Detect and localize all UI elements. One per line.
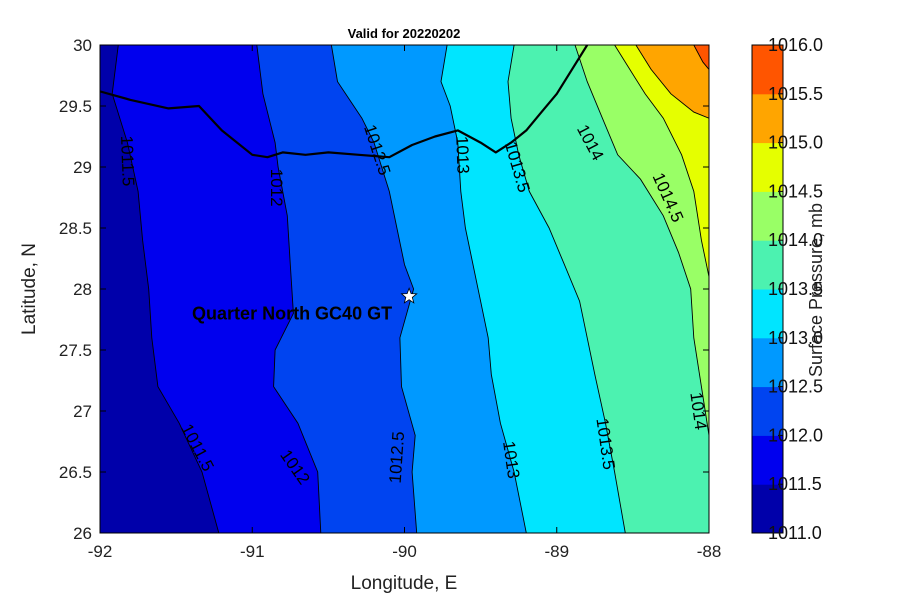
isobar-1014.5: [614, 45, 709, 277]
y-axis-label: Latitude, N: [19, 243, 40, 335]
isobar-1015.5: [693, 45, 709, 70]
chart-title: Valid for 20220202: [348, 26, 461, 41]
isobar-1013: [440, 45, 527, 533]
x-tick-label: -92: [88, 542, 113, 561]
y-tick-label: 30: [73, 36, 92, 55]
x-tick-label: -90: [392, 542, 417, 561]
colorbar: 1011.0 1011.5 1012.0 1012.5 1013.0 1013.5 1014…: [751, 35, 823, 543]
isobar-1012: [256, 45, 322, 533]
isobar-1014: [574, 45, 709, 436]
isobar-1011.5: [111, 45, 220, 533]
y-tick-label: 27: [73, 402, 92, 421]
isobar-1013.5: [507, 45, 626, 533]
colorbar-tick-label: 1015.0: [768, 133, 823, 153]
colorbar-tick-label: 1015.5: [768, 84, 823, 104]
colorbar-label: Surface Pressure, mb: [806, 203, 826, 377]
station-star-icon: [400, 287, 418, 304]
contour-label: 1013: [452, 136, 472, 174]
y-tick-label: 28.5: [59, 219, 92, 238]
colorbar-tick-label: 1013.5: [768, 279, 823, 299]
colorbar-segment: [752, 191, 783, 241]
colorbar-segment: [752, 289, 783, 339]
x-axis-label: Longitude, E: [351, 573, 458, 594]
contour-label: 1012.5: [386, 431, 409, 484]
contour-label: 1012: [267, 169, 286, 207]
pressure-band-1015: [635, 45, 709, 119]
isobar-1015: [635, 45, 709, 119]
colorbar-segment: [752, 337, 783, 388]
coastline: [100, 45, 589, 159]
contour-label: 1011.5: [117, 135, 138, 186]
x-tick-label: -88: [697, 542, 722, 561]
colorbar-tick-label: 1012.5: [768, 377, 823, 397]
colorbar-segment: [752, 142, 783, 192]
colorbar-segment: [752, 240, 783, 290]
x-tick-label: -91: [240, 542, 265, 561]
y-tick-label: 27.5: [59, 341, 92, 360]
y-tick-label: 26: [73, 524, 92, 543]
y-tick-label: 29.5: [59, 97, 92, 116]
colorbar-tick-label: 1014.0: [768, 230, 823, 250]
colorbar-tick-label: 1011.0: [768, 523, 822, 543]
isobar-1012.5: [330, 45, 418, 533]
colorbar-segment: [752, 484, 783, 534]
colorbar-segment: [752, 93, 783, 144]
x-tick-label: -89: [544, 542, 569, 561]
y-tick-label: 29: [73, 158, 92, 177]
colorbar-segment: [752, 435, 783, 485]
y-tick-label: 26.5: [59, 463, 92, 482]
colorbar-tick-label: 1016.0: [768, 35, 823, 55]
colorbar-tick-label: 1013.0: [768, 328, 823, 348]
pressure-band-1015.5: [693, 45, 709, 70]
station-label: Quarter North GC40 GT: [192, 303, 392, 323]
colorbar-segment: [752, 386, 783, 436]
colorbar-segment: [752, 45, 783, 95]
colorbar-tick-label: 1014.5: [768, 181, 823, 201]
y-tick-label: 28: [73, 280, 92, 299]
colorbar-tick-label: 1012.0: [768, 425, 823, 445]
colorbar-tick-label: 1011.5: [768, 474, 822, 494]
